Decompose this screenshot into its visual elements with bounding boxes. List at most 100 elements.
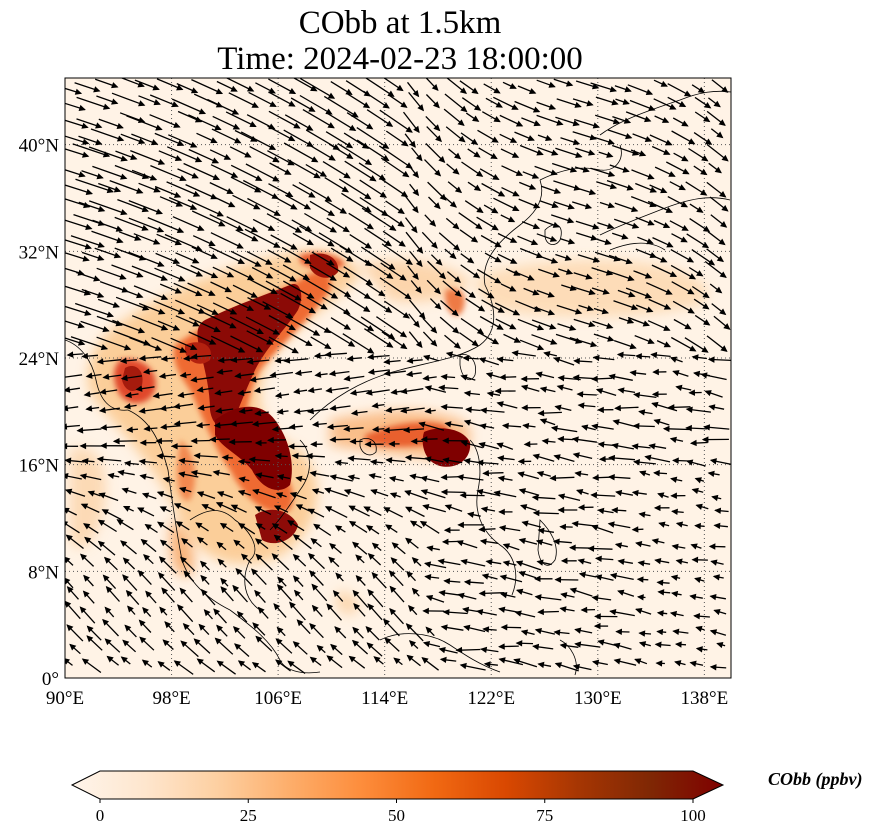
wind-arrow — [575, 80, 600, 90]
wind-arrow — [268, 314, 296, 331]
wind-arrow — [670, 574, 681, 581]
wind-arrow — [675, 384, 692, 391]
wind-arrow — [572, 131, 597, 141]
wind-arrow — [710, 214, 728, 228]
wind-arrow — [420, 475, 440, 483]
wind-arrow — [309, 570, 324, 586]
wind-arrow — [307, 552, 325, 570]
wind-arrow — [537, 608, 559, 616]
wind-arrow — [482, 469, 504, 477]
wind-arrow — [670, 249, 695, 263]
wind-arrow — [496, 442, 514, 450]
wind-arrow — [629, 99, 656, 111]
wind-arrow — [122, 639, 137, 653]
wind-arrow — [476, 488, 501, 497]
wind-arrow — [244, 228, 281, 248]
wind-arrow — [444, 248, 457, 260]
wind-arrow — [629, 369, 647, 377]
wind-arrow — [650, 351, 671, 359]
wind-arrow — [82, 590, 95, 604]
wind-arrow — [553, 454, 575, 463]
wind-arrow — [457, 521, 484, 529]
wind-arrow — [287, 660, 306, 675]
wind-arrow — [518, 571, 537, 579]
wind-arrow — [573, 318, 596, 328]
wind-arrow — [238, 476, 250, 483]
wind-arrow — [638, 470, 651, 477]
wind-arrow — [367, 368, 390, 376]
wind-arrow — [311, 251, 335, 266]
wind-arrow — [706, 335, 728, 352]
wind-arrow — [226, 216, 259, 233]
wind-arrow — [716, 641, 726, 649]
wind-arrow — [131, 133, 159, 146]
wind-arrow — [94, 247, 122, 259]
wind-arrow — [158, 150, 183, 161]
wind-arrow — [156, 78, 184, 91]
wind-arrow — [275, 492, 287, 499]
wind-arrow — [269, 266, 297, 282]
wind-arrow — [170, 337, 198, 351]
wind-arrow — [591, 659, 608, 666]
wind-arrow — [648, 298, 672, 310]
wind-arrow — [277, 576, 287, 587]
wind-arrow — [97, 298, 120, 308]
wind-arrow — [230, 250, 262, 267]
wind-arrow — [574, 470, 589, 477]
wind-arrow — [65, 457, 85, 464]
wind-arrow — [714, 507, 729, 514]
wind-arrow — [494, 302, 521, 316]
wind-arrow — [65, 488, 86, 497]
wind-arrow — [644, 454, 671, 463]
wind-arrow — [296, 619, 311, 635]
wind-arrow — [612, 115, 632, 124]
wind-arrow — [237, 458, 251, 466]
wind-arrow — [292, 553, 307, 567]
wind-arrow — [671, 281, 695, 295]
wind-arrow — [534, 165, 558, 176]
wind-arrow — [556, 304, 583, 315]
wind-arrow — [246, 358, 270, 365]
wind-arrow — [177, 391, 195, 399]
wind-arrow — [74, 82, 101, 93]
wind-arrow — [517, 85, 537, 95]
wind-arrow — [638, 641, 651, 648]
wind-arrow — [232, 584, 248, 603]
wind-arrow — [670, 590, 682, 598]
wind-arrow — [97, 519, 117, 533]
wind-arrow — [81, 457, 95, 465]
wind-arrow — [402, 111, 420, 134]
wind-arrow — [555, 116, 580, 127]
wind-arrow — [383, 618, 400, 637]
wind-arrow — [635, 304, 654, 313]
wind-arrow — [636, 594, 646, 601]
wind-arrow — [65, 169, 86, 178]
colorbar-label: CObb (ppbv) — [768, 769, 863, 789]
wind-arrow — [123, 460, 139, 467]
wind-arrow — [707, 356, 731, 363]
wind-arrow — [518, 537, 538, 545]
wind-arrow — [691, 487, 704, 494]
wind-arrow — [497, 455, 515, 462]
wind-arrow — [443, 578, 461, 585]
wind-arrow — [638, 511, 651, 518]
wind-arrow — [326, 655, 343, 669]
wind-arrow — [234, 372, 255, 379]
wind-arrow — [138, 354, 162, 362]
wind-arrow — [694, 111, 711, 123]
wind-arrow — [229, 146, 252, 158]
wind-arrow — [78, 135, 103, 146]
wind-arrow — [292, 534, 312, 550]
wind-arrow — [288, 423, 303, 431]
wind-arrow — [673, 318, 692, 330]
wind-arrow — [348, 212, 374, 230]
wind-arrow — [653, 219, 671, 229]
wind-arrow — [631, 169, 655, 180]
wind-arrow — [380, 210, 405, 227]
wind-arrow — [404, 133, 416, 148]
wind-arrow — [591, 287, 610, 295]
wind-arrow — [405, 231, 424, 254]
wind-arrow — [511, 350, 536, 357]
colorbar-tick-label: 0 — [96, 806, 105, 825]
wind-arrow — [497, 475, 513, 482]
